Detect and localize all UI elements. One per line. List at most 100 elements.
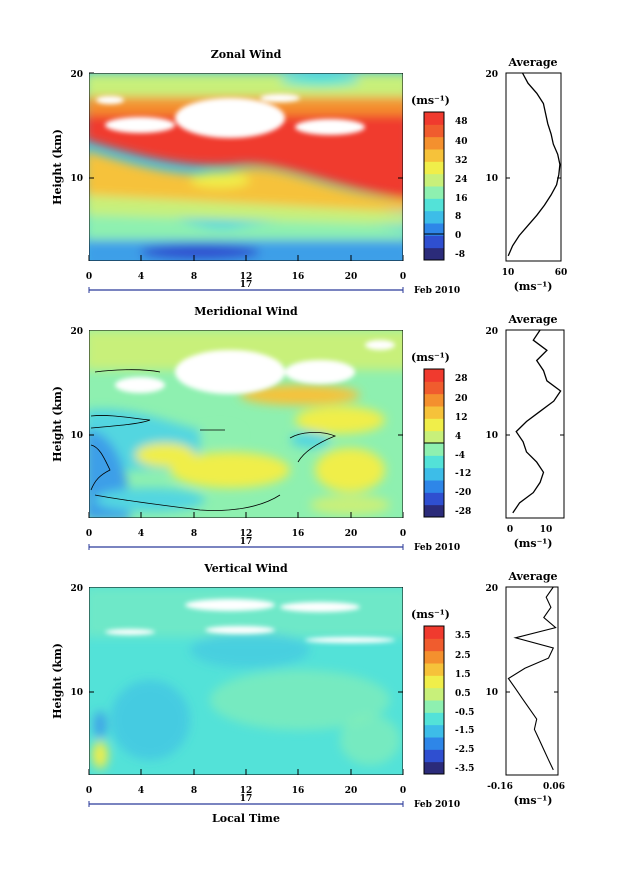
y-tick-label: 20 [70, 584, 83, 594]
colorbar-segment [424, 418, 444, 432]
x-axis-meridional: 0 4 8 12 16 20 0 17 Feb 2010 [86, 512, 460, 553]
y-axis-label: Height (km) [51, 386, 64, 462]
colorbar-segment [424, 663, 444, 676]
colorbar-meridional: (ms⁻¹) [411, 351, 450, 518]
heatmap-vertical [89, 587, 403, 775]
avg-x-tick: -0.16 [487, 782, 513, 792]
colorbar-zonal: (ms⁻¹) [411, 94, 450, 261]
avg-y-tick: 20 [485, 70, 498, 80]
cbar-tick: 40 [455, 137, 468, 147]
panel-title: Zonal Wind [211, 48, 282, 61]
colorbar-segment [424, 443, 444, 456]
avg-title: Average [507, 570, 557, 583]
colorbar-segment [424, 393, 444, 407]
x-tick-label: 0 [86, 529, 92, 539]
colorbar-segment [424, 149, 444, 162]
avg-y-tick: 20 [485, 584, 498, 594]
cbar-tick: -2.5 [455, 745, 474, 755]
colorbar-segment [424, 712, 444, 726]
cbar-tick: 24 [455, 175, 468, 185]
heatmap-meridional [89, 330, 403, 518]
date-label: 17 [240, 280, 253, 290]
panel-title: Vertical Wind [203, 562, 288, 575]
y-axis-vertical: 10 20 Height (km) [51, 584, 403, 719]
panel-zonal: Zonal Wind [51, 48, 567, 296]
cbar-tick: 48 [455, 117, 468, 127]
colorbar-segment [424, 430, 444, 444]
colorbar-segment [424, 112, 444, 125]
x-tick-label: 0 [86, 272, 92, 282]
cbar-tick: 8 [455, 212, 461, 222]
cbar-tick: 28 [455, 374, 468, 384]
x-tick-label: 4 [138, 272, 144, 282]
cbar-tick: -12 [455, 469, 471, 479]
x-tick-label: 0 [86, 786, 92, 796]
colorbar-segment [424, 198, 444, 212]
panel-vertical: Vertical Wind [51, 562, 565, 825]
colorbar-segment [424, 406, 444, 419]
y-tick-label: 10 [70, 688, 83, 698]
avg-x-tick: 0.06 [543, 782, 565, 792]
avg-y-tick: 20 [485, 327, 498, 337]
colorbar-unit: (ms⁻¹) [411, 94, 450, 107]
avg-profile-line [512, 329, 562, 514]
y-axis-label: Height (km) [51, 129, 64, 205]
avg-unit: (ms⁻¹) [514, 537, 553, 550]
avg-x-tick: 60 [555, 268, 568, 278]
x-tick-label: 12 [240, 529, 253, 539]
colorbar-segment [424, 186, 444, 199]
colorbar-segment [424, 161, 444, 175]
y-tick-label: 10 [70, 174, 83, 184]
avg-unit: (ms⁻¹) [514, 280, 553, 293]
x-axis-zonal: 0 4 8 12 16 20 0 17 Feb 2010 [86, 255, 460, 296]
avg-title: Average [507, 313, 557, 326]
cbar-tick: 0 [455, 231, 461, 241]
average-profile-vertical: Average 10 20 -0.16 0.06 (ms⁻¹) [485, 570, 564, 807]
y-axis-meridional: 10 20 Height (km) [51, 327, 403, 462]
colorbar-segment [424, 235, 444, 249]
colorbar-unit: (ms⁻¹) [411, 608, 450, 621]
x-tick-label: 4 [138, 529, 144, 539]
avg-x-tick: 0 [507, 525, 513, 535]
colorbar-segment [424, 749, 444, 763]
colorbar-segment [424, 724, 444, 738]
colorbar-segment [424, 210, 444, 224]
cbar-tick: 3.5 [455, 631, 471, 641]
cbar-tick: -4 [455, 451, 465, 461]
avg-y-tick: 10 [485, 431, 498, 441]
colorbar-segment [424, 626, 444, 639]
cbar-tick: 1.5 [455, 670, 471, 680]
colorbar-segment [424, 737, 444, 750]
cbar-tick: -28 [455, 507, 471, 517]
avg-profile-line [507, 586, 557, 771]
cbar-tick: -20 [455, 488, 471, 498]
cbar-tick: -3.5 [455, 764, 474, 774]
x-axis-vertical: 0 4 8 12 16 20 0 17 Feb 2010 Local Time [86, 769, 460, 825]
panel-title: Meridional Wind [194, 305, 298, 318]
x-tick-label: 20 [345, 272, 358, 282]
month-label: Feb 2010 [414, 286, 460, 296]
colorbar-segment [424, 761, 444, 775]
colorbar-tick-labels: 48 40 32 24 16 8 0 -8 28 20 12 4 -4 -12 … [455, 117, 474, 774]
x-tick-label: 8 [191, 786, 197, 796]
y-tick-label: 20 [70, 327, 83, 337]
cbar-tick: -8 [455, 250, 465, 260]
colorbar-segment [424, 687, 444, 701]
colorbar-segment [424, 467, 444, 481]
colorbar-segment [424, 124, 444, 138]
average-profile-meridional: Average 10 20 0 10 (ms⁻¹) [485, 313, 565, 550]
x-tick-label: 16 [292, 786, 305, 796]
x-axis-label: Local Time [212, 812, 280, 825]
average-profile-zonal: Average 10 20 10 60 (ms⁻¹) [485, 56, 567, 293]
x-tick-label: 8 [191, 272, 197, 282]
colorbar-segment [424, 504, 444, 518]
x-tick-label: 20 [345, 786, 358, 796]
colorbar-segment [424, 650, 444, 664]
x-tick-label: 12 [240, 786, 253, 796]
avg-profile-line [507, 72, 561, 257]
colorbar-segment [424, 492, 444, 506]
cbar-tick: 12 [455, 413, 468, 423]
y-tick-label: 10 [70, 431, 83, 441]
x-tick-label: 0 [400, 786, 406, 796]
